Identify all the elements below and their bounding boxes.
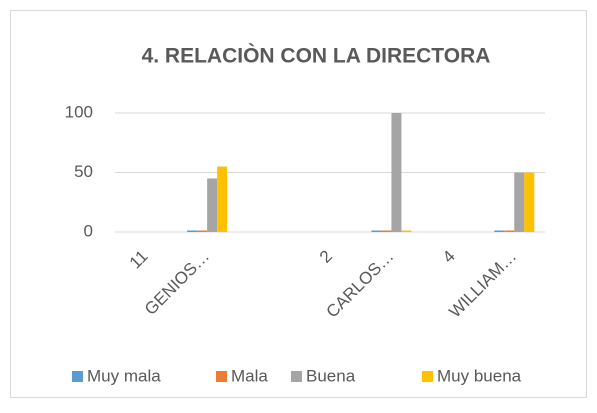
bar: [514, 172, 525, 232]
legend-swatch: [291, 371, 302, 382]
legend-label: Mala: [231, 366, 268, 385]
bar: [187, 230, 198, 232]
legend-label: Muy mala: [87, 366, 161, 385]
bar: [494, 230, 505, 232]
bar: [371, 230, 382, 232]
legend-label: Muy buena: [437, 366, 522, 385]
bar: [207, 178, 218, 232]
legend-label: Buena: [306, 366, 356, 385]
bar: [391, 113, 402, 232]
y-tick-label: 100: [65, 102, 93, 121]
chart-title: 4. RELACIÒN CON LA DIRECTORA: [142, 44, 491, 68]
bar: [197, 230, 208, 232]
legend-swatch: [72, 371, 83, 382]
bar: [504, 230, 515, 232]
bar: [217, 166, 228, 232]
y-tick-label: 0: [84, 221, 93, 240]
y-tick-label: 50: [74, 162, 93, 181]
legend-swatch: [216, 371, 227, 382]
bar: [524, 172, 535, 232]
chart-border: [10, 10, 587, 398]
legend-swatch: [422, 371, 433, 382]
bar: [401, 230, 412, 232]
bar: [381, 230, 392, 232]
